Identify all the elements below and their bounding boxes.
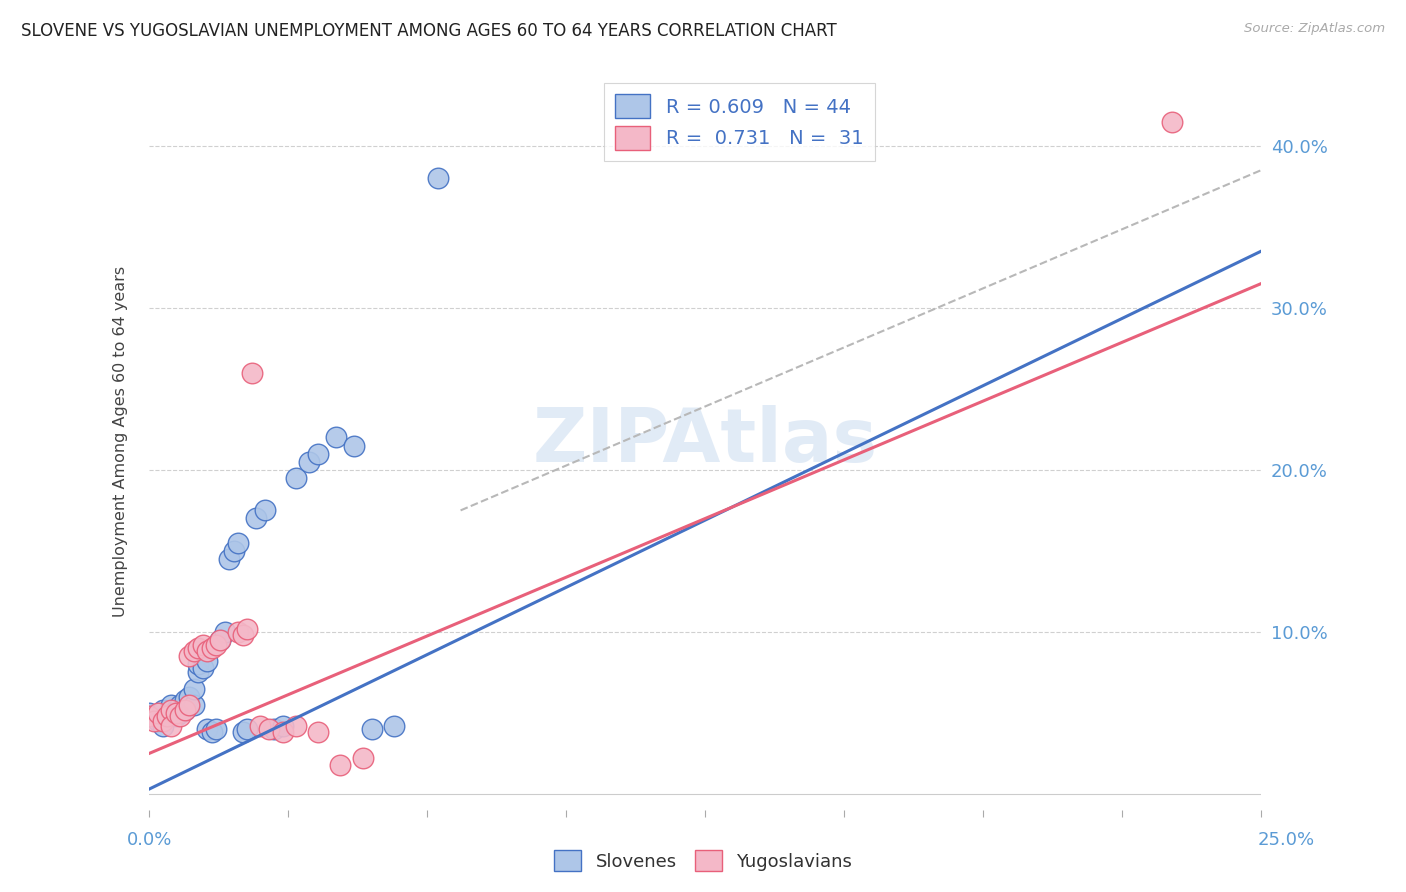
Point	[1161, 114, 1184, 128]
Point	[169, 709, 191, 723]
Point	[152, 714, 174, 728]
Point	[245, 511, 267, 525]
Point	[179, 698, 201, 712]
Point	[382, 719, 405, 733]
Point	[160, 703, 183, 717]
Point	[200, 725, 222, 739]
Point	[138, 706, 160, 720]
Text: 0.0%: 0.0%	[127, 831, 172, 849]
Legend: R = 0.609   N = 44, R =  0.731   N =  31: R = 0.609 N = 44, R = 0.731 N = 31	[603, 83, 876, 161]
Point	[152, 703, 174, 717]
Point	[325, 430, 347, 444]
Point	[226, 536, 249, 550]
Point	[179, 690, 201, 704]
Point	[179, 649, 201, 664]
Point	[173, 703, 195, 717]
Point	[142, 714, 165, 728]
Point	[259, 722, 281, 736]
Point	[165, 709, 187, 723]
Text: Source: ZipAtlas.com: Source: ZipAtlas.com	[1244, 22, 1385, 36]
Point	[222, 544, 245, 558]
Point	[146, 714, 169, 728]
Point	[156, 709, 179, 723]
Point	[179, 698, 201, 712]
Point	[152, 719, 174, 733]
Point	[218, 552, 240, 566]
Point	[209, 632, 232, 647]
Point	[169, 698, 191, 712]
Point	[191, 638, 214, 652]
Point	[160, 698, 183, 712]
Text: ZIPAtlas: ZIPAtlas	[533, 405, 877, 478]
Point	[236, 622, 259, 636]
Point	[360, 722, 382, 736]
Point	[142, 709, 165, 723]
Point	[249, 719, 271, 733]
Point	[195, 644, 218, 658]
Point	[160, 719, 183, 733]
Point	[329, 757, 352, 772]
Point	[169, 706, 191, 720]
Legend: Slovenes, Yugoslavians: Slovenes, Yugoslavians	[547, 843, 859, 879]
Point	[183, 681, 205, 696]
Point	[427, 171, 450, 186]
Point	[236, 722, 259, 736]
Point	[187, 641, 209, 656]
Point	[146, 706, 169, 720]
Point	[187, 665, 209, 680]
Point	[226, 624, 249, 639]
Point	[343, 439, 366, 453]
Point	[195, 654, 218, 668]
Point	[253, 503, 276, 517]
Point	[165, 703, 187, 717]
Point	[285, 719, 308, 733]
Point	[214, 624, 236, 639]
Text: 25.0%: 25.0%	[1257, 831, 1315, 849]
Point	[156, 709, 179, 723]
Point	[160, 706, 183, 720]
Point	[232, 725, 254, 739]
Y-axis label: Unemployment Among Ages 60 to 64 years: Unemployment Among Ages 60 to 64 years	[114, 266, 128, 617]
Point	[232, 628, 254, 642]
Point	[183, 698, 205, 712]
Point	[352, 751, 374, 765]
Point	[173, 693, 195, 707]
Point	[205, 638, 228, 652]
Point	[209, 632, 232, 647]
Point	[165, 706, 187, 720]
Point	[205, 722, 228, 736]
Point	[187, 657, 209, 672]
Text: SLOVENE VS YUGOSLAVIAN UNEMPLOYMENT AMONG AGES 60 TO 64 YEARS CORRELATION CHART: SLOVENE VS YUGOSLAVIAN UNEMPLOYMENT AMON…	[21, 22, 837, 40]
Point	[195, 722, 218, 736]
Point	[263, 722, 285, 736]
Point	[307, 725, 329, 739]
Point	[307, 447, 329, 461]
Point	[240, 366, 263, 380]
Point	[298, 455, 321, 469]
Point	[173, 703, 195, 717]
Point	[271, 725, 294, 739]
Point	[183, 644, 205, 658]
Point	[285, 471, 308, 485]
Point	[200, 641, 222, 656]
Point	[138, 709, 160, 723]
Point	[271, 719, 294, 733]
Point	[191, 660, 214, 674]
